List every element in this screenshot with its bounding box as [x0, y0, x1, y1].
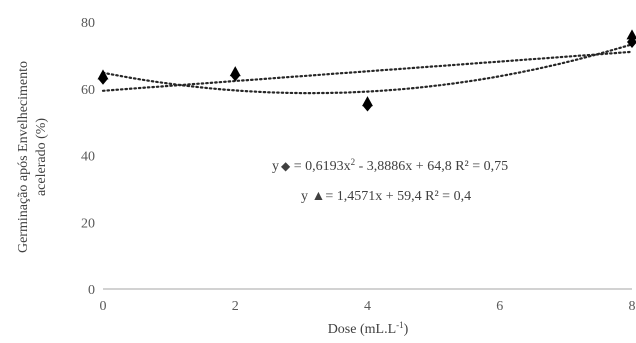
- trendline-diamond: [101, 43, 634, 95]
- y-tick-label: 80: [81, 16, 95, 31]
- y-tick-label: 0: [88, 283, 95, 298]
- data-point-triangle: [229, 66, 241, 77]
- y-tick-label: 20: [81, 216, 95, 231]
- trendlines: [101, 43, 634, 95]
- x-axis-tick-labels: 0 2 4 6 8: [100, 299, 636, 314]
- x-tick-label: 2: [232, 299, 239, 314]
- equation-triangle: y ▲= 1,4571x + 59,4 R² = 0,4: [301, 189, 471, 204]
- y-tick-label: 40: [81, 150, 95, 165]
- y-tick-label: 60: [81, 83, 95, 98]
- x-tick-label: 6: [496, 299, 503, 314]
- y-axis-title-line2: acelerado (%): [34, 118, 49, 196]
- equation-diamond: y ◆ = 0,6193x2 - 3,8886x + 64,8 R² = 0,75: [272, 157, 508, 174]
- x-tick-label: 8: [629, 299, 636, 314]
- trendline-triangle: [101, 50, 634, 92]
- x-tick-label: 4: [364, 299, 371, 314]
- y-axis-title: Germinação após Envelhecimento acelerado…: [16, 61, 49, 253]
- x-axis-title: Dose (mL.L-1): [328, 320, 409, 337]
- data-point-triangle: [362, 96, 373, 107]
- data-points: [97, 29, 636, 112]
- y-axis-tick-labels: 0 20 40 60 80: [81, 16, 95, 298]
- data-point-triangle: [626, 29, 636, 40]
- y-axis-title-line1: Germinação após Envelhecimento: [16, 61, 31, 253]
- data-point-triangle: [97, 69, 109, 80]
- x-tick-label: 0: [100, 299, 107, 314]
